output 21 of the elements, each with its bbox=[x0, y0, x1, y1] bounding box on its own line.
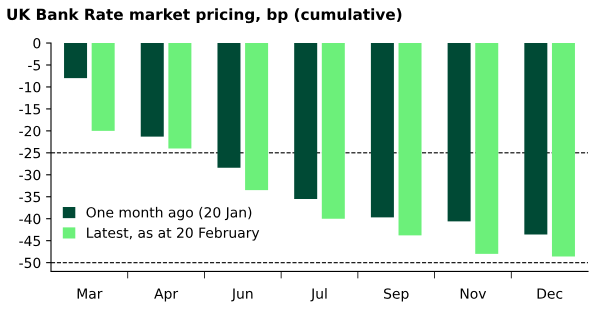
x-tick-label: Dec bbox=[538, 288, 562, 299]
y-tick-label: -50 bbox=[19, 258, 40, 268]
x-tick-label: Nov bbox=[460, 288, 486, 299]
x-tick-label: Apr bbox=[154, 288, 178, 302]
y-tick-label: -30 bbox=[19, 170, 40, 180]
y-tick-label: -5 bbox=[28, 60, 40, 70]
y-tick-label: -40 bbox=[19, 214, 40, 224]
y-tick-label: -35 bbox=[19, 192, 40, 202]
x-tick-label: Jul bbox=[310, 288, 327, 302]
y-tick-label: -25 bbox=[19, 148, 40, 158]
x-tick-label: Mar bbox=[78, 288, 102, 299]
y-tick-label: -15 bbox=[19, 104, 40, 114]
legend-label: Latest, as at 20 February bbox=[87, 227, 260, 241]
y-tick-label: -45 bbox=[19, 236, 40, 246]
y-tick-label: -10 bbox=[19, 82, 40, 92]
y-tick-label: 0 bbox=[33, 38, 40, 49]
legend-label: One month ago (20 Jan) bbox=[86, 206, 252, 220]
x-tick-label: Sep bbox=[384, 288, 409, 302]
y-tick-label: -20 bbox=[19, 126, 40, 136]
x-tick-label: Jun bbox=[231, 288, 252, 302]
chart-title: UK Bank Rate market pricing, bp (cumulative) bbox=[7, 8, 402, 24]
